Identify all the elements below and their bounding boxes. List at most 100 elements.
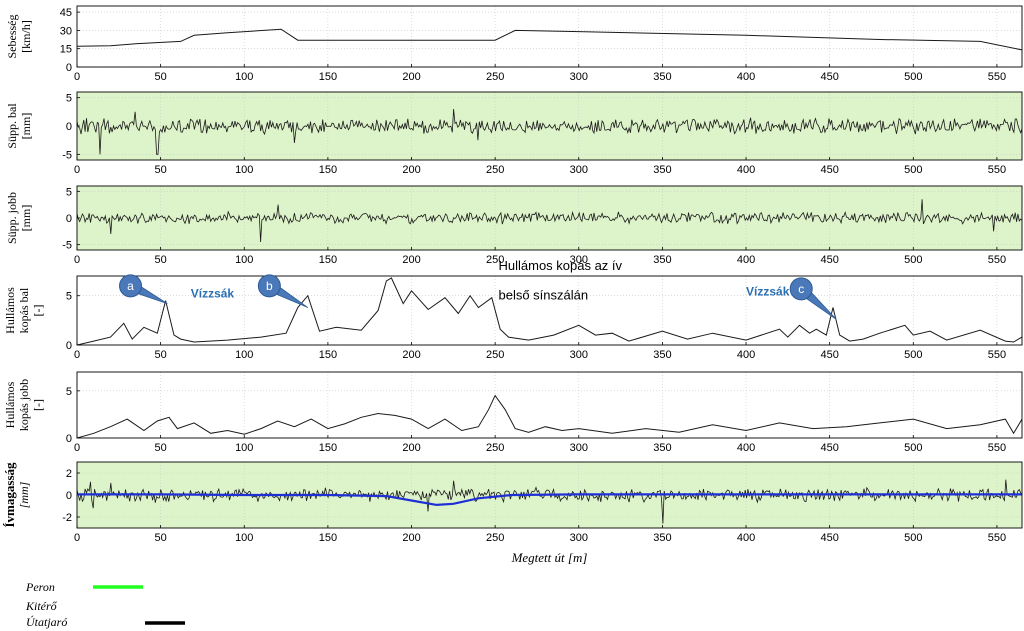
x-tick-label: 0 [74,442,80,454]
callout-circle [257,274,281,298]
y-axis-label: [mm] [19,113,33,140]
series-group [77,108,1022,155]
y-tick-label: 15 [60,44,72,56]
x-tick-label: 250 [486,532,504,544]
legend-label: Peron [25,580,55,594]
x-tick-label: 0 [74,254,80,266]
y-axis-label: Süpp. bal [5,103,19,149]
x-tick-label: 400 [737,349,755,361]
y-axis-label: [-] [31,305,45,317]
x-tick-label: 450 [820,349,838,361]
y-tick-label: 45 [60,7,72,19]
y-tick-label: 0 [66,340,72,352]
x-tick-label: 400 [737,442,755,454]
callout-label: a [127,279,134,293]
legend-label: Útatjaró [26,615,67,629]
callout-b: b [257,274,309,308]
panel-frame [76,5,1023,68]
x-tick-label: 200 [402,71,420,83]
callout-label: b [266,279,273,293]
y-tick-label: 30 [60,25,72,37]
x-tick-label: 150 [319,71,337,83]
x-tick-label: 100 [235,442,253,454]
x-tick-label: 350 [653,164,671,176]
callout-circle [119,274,143,298]
x-tick-label: 100 [235,164,253,176]
x-tick-label: 100 [235,71,253,83]
data-series-line [77,394,1022,438]
panel-background [77,372,1022,438]
panel-frame [76,371,1023,439]
x-tick-label: 500 [904,349,922,361]
x-tick-label: 150 [319,164,337,176]
panel-1: 0 50 100 150 200 250 300 350 400 450 500 5504530150… [5,5,1023,83]
y-tick-label: 0 [66,62,72,74]
panel-3: 0 50 100 150 200 250 300 350 400 450 500 55050-5Süp… [5,185,1023,266]
x-tick-label: 550 [988,442,1006,454]
y-tick-label: 2 [66,468,72,480]
panel-background [77,6,1022,67]
x-tick-label: 250 [486,254,504,266]
x-tick-label: 50 [155,71,167,83]
x-tick-label: 350 [653,349,671,361]
y-axis-label: [mm] [19,205,33,232]
series-group [77,394,1022,438]
panel-background [77,276,1022,345]
y-tick-label: -5 [62,240,72,252]
x-tick-label: 50 [155,164,167,176]
chart-panels: 0 50 100 150 200 250 300 350 400 450 500 5504530150… [2,5,1023,565]
x-tick-label: 550 [988,71,1006,83]
x-tick-label: 0 [74,532,80,544]
y-tick-label: 0 [66,490,72,502]
y-tick-label: 5 [66,93,72,105]
y-tick-label: 5 [66,186,72,198]
x-tick-label: 400 [737,71,755,83]
x-tick-label: 200 [402,532,420,544]
data-series-line [77,479,1022,524]
y-axis-label: Ívmagasság [2,462,17,528]
panel-frame [76,275,1023,346]
y-tick-label: 5 [66,291,72,303]
panel-frame [76,461,1023,529]
y-tick-label: 0 [66,213,72,225]
panel-6: 0 50 100 150 200 250 300 350 400 450 500 55020-2Ívm… [2,461,1023,565]
data-series-line [77,277,1022,345]
x-tick-label: 150 [319,442,337,454]
series-group [77,479,1022,524]
x-tick-label: 400 [737,164,755,176]
callout-a: a [119,274,168,304]
x-tick-label: 50 [155,349,167,361]
x-tick-label: 300 [570,71,588,83]
callout-label: c [798,282,804,296]
y-tick-label: 0 [66,121,72,133]
x-tick-label: 300 [570,442,588,454]
panel-frame [76,185,1023,251]
x-tick-label: 350 [653,254,671,266]
x-tick-label: 250 [486,71,504,83]
data-series-line [77,108,1022,155]
x-axis-label: Megtett út [m] [511,550,588,565]
legend-item: Kitérő [25,599,58,613]
legend-item: Útatjaró [26,615,185,629]
x-tick-label: 300 [570,254,588,266]
panel-5: 0 50 100 150 200 250 300 350 400 450 500 55050Hullá… [3,371,1023,454]
annotation-text: belső sínszálán [498,288,588,303]
data-series-line [77,199,1022,243]
x-tick-label: 400 [737,532,755,544]
x-tick-label: 100 [235,349,253,361]
series-group [77,28,1022,51]
x-tick-label: 200 [402,254,420,266]
y-axis-label: [mm] [17,481,31,508]
x-tick-label: 350 [653,442,671,454]
x-tick-label: 250 [486,442,504,454]
x-tick-label: 500 [904,442,922,454]
y-axis-label: Hullámos [3,287,17,334]
series-group [77,199,1022,243]
x-tick-label: 250 [486,349,504,361]
x-tick-label: 150 [319,349,337,361]
y-axis-label: Sebesség [5,15,19,59]
x-tick-label: 550 [988,349,1006,361]
y-axis-label: kopás bal [17,287,31,333]
x-tick-label: 200 [402,349,420,361]
